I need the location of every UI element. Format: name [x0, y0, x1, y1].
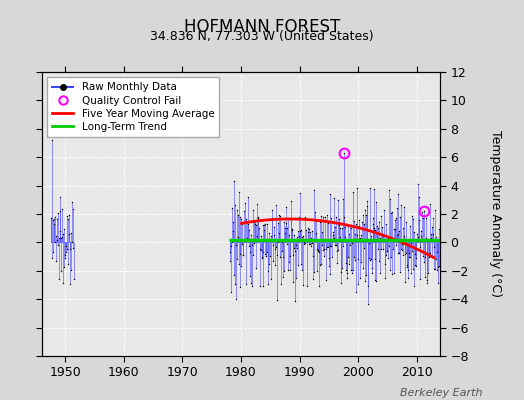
Text: Berkeley Earth: Berkeley Earth — [400, 388, 482, 398]
Text: HOFMANN FOREST: HOFMANN FOREST — [184, 18, 340, 36]
Text: 34.836 N, 77.303 W (United States): 34.836 N, 77.303 W (United States) — [150, 30, 374, 43]
Y-axis label: Temperature Anomaly (°C): Temperature Anomaly (°C) — [488, 130, 501, 298]
Legend: Raw Monthly Data, Quality Control Fail, Five Year Moving Average, Long-Term Tren: Raw Monthly Data, Quality Control Fail, … — [47, 77, 220, 137]
